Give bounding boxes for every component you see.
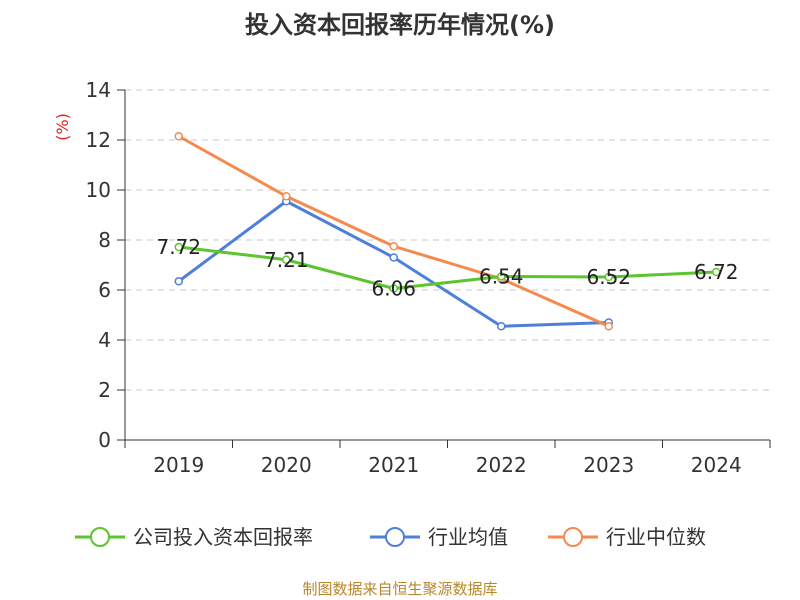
chart-title: 投入资本回报率历年情况(%) bbox=[245, 11, 555, 39]
legend-marker bbox=[90, 527, 110, 547]
data-point bbox=[389, 284, 398, 293]
data-point bbox=[174, 242, 183, 252]
x-tick-label: 2021 bbox=[368, 453, 419, 477]
y-tick-label: 12 bbox=[86, 128, 111, 152]
series-group bbox=[174, 132, 721, 331]
data-point bbox=[604, 322, 613, 331]
legend-marker bbox=[385, 527, 405, 547]
data-point bbox=[604, 272, 613, 282]
data-labels: 7.72 7.21 6.06 6.54 6.52 6.72 bbox=[156, 235, 738, 301]
data-label: 6.54 bbox=[479, 265, 524, 289]
data-point bbox=[174, 277, 183, 286]
data-label: 7.21 bbox=[264, 248, 309, 272]
y-tick-label: 0 bbox=[98, 428, 111, 452]
data-label: 6.72 bbox=[694, 260, 739, 284]
y-tick-label: 2 bbox=[98, 378, 111, 402]
legend-label: 公司投入资本回报率 bbox=[133, 525, 313, 549]
y-tick-label: 10 bbox=[86, 178, 111, 202]
legend-label: 行业均值 bbox=[428, 525, 508, 549]
x-tick-label: 2019 bbox=[153, 453, 204, 477]
grid-lines bbox=[125, 89, 770, 391]
y-tick-label: 4 bbox=[98, 328, 111, 352]
data-point bbox=[389, 253, 398, 262]
data-point bbox=[174, 132, 183, 141]
data-point bbox=[282, 255, 291, 264]
legend-item: 行业均值 bbox=[370, 525, 508, 549]
data-label: 7.72 bbox=[156, 235, 201, 259]
legend-marker bbox=[563, 527, 583, 547]
data-point bbox=[497, 322, 506, 331]
y-axis-unit: (%) bbox=[53, 113, 72, 141]
y-tick-label: 8 bbox=[98, 228, 111, 252]
axes: 0 2 4 6 8 10 12 14 2019 2020 2021 2022 2023 2024 bbox=[86, 78, 771, 477]
source-note: 制图数据来自恒生聚源数据库 bbox=[302, 580, 497, 598]
legend-item: 行业中位数 bbox=[548, 525, 706, 549]
data-point bbox=[712, 267, 721, 277]
series-line bbox=[178, 245, 717, 290]
data-point bbox=[282, 192, 291, 201]
x-tick-label: 2024 bbox=[691, 453, 742, 477]
y-tick-label: 14 bbox=[86, 78, 111, 102]
data-point bbox=[389, 242, 398, 251]
data-point bbox=[497, 272, 506, 281]
series-line bbox=[177, 199, 609, 328]
legend-label: 行业中位数 bbox=[606, 525, 706, 549]
x-tick-label: 2020 bbox=[261, 453, 312, 477]
legend-item: 公司投入资本回报率 bbox=[75, 525, 313, 549]
x-tick-label: 2022 bbox=[476, 453, 527, 477]
legend: 公司投入资本回报率 行业均值 行业中位数 bbox=[75, 525, 706, 549]
data-label: 6.06 bbox=[371, 277, 416, 301]
data-label: 6.52 bbox=[586, 265, 631, 289]
y-tick-label: 6 bbox=[98, 278, 111, 302]
x-tick-label: 2023 bbox=[583, 453, 634, 477]
